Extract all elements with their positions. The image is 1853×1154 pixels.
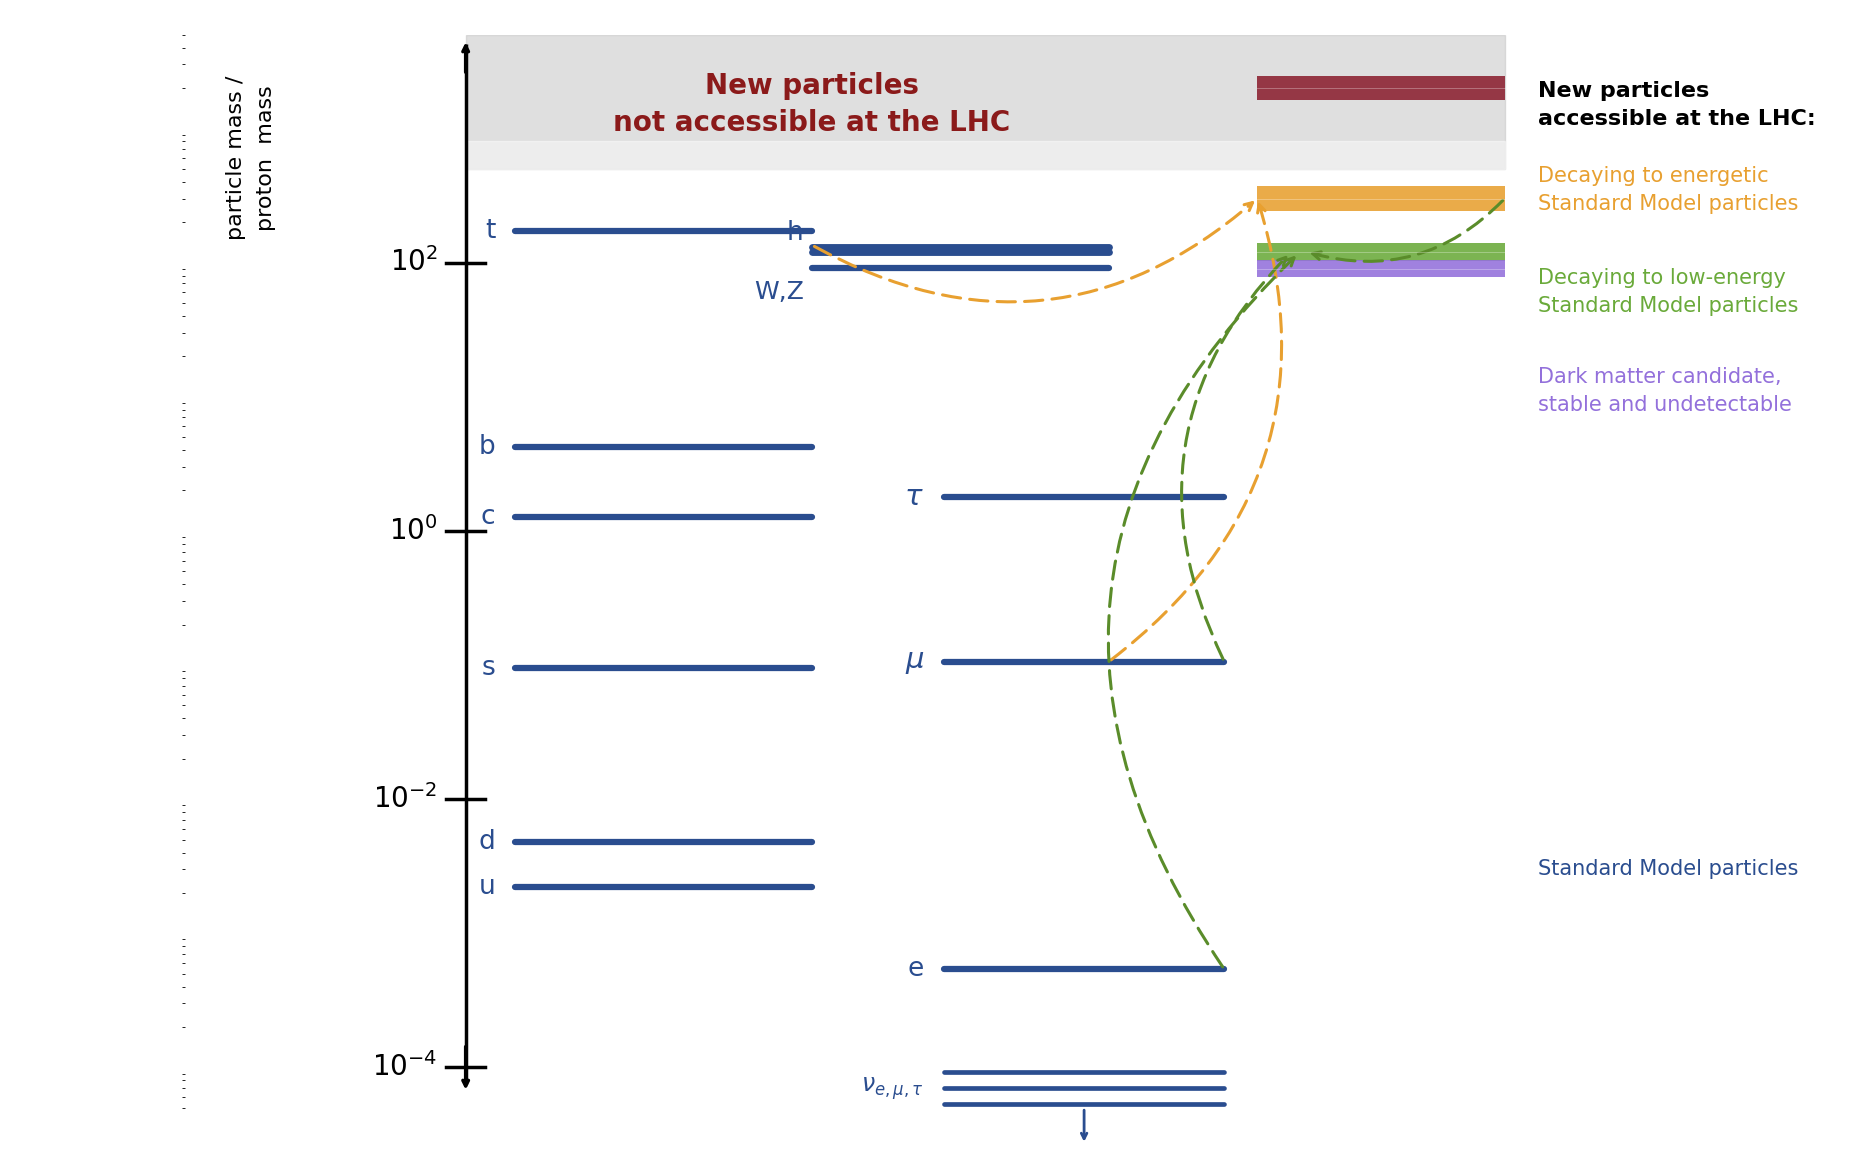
Text: c: c <box>480 504 495 530</box>
Text: Standard Model particles: Standard Model particles <box>1538 860 1797 879</box>
Text: e: e <box>908 957 925 982</box>
Text: $10^{-2}$: $10^{-2}$ <box>374 785 437 814</box>
Text: Decaying to energetic
Standard Model particles: Decaying to energetic Standard Model par… <box>1538 165 1797 213</box>
Text: Decaying to low-energy
Standard Model particles: Decaying to low-energy Standard Model pa… <box>1538 268 1797 316</box>
Bar <box>1258 243 1505 261</box>
Text: $10^{2}$: $10^{2}$ <box>389 248 437 277</box>
Bar <box>465 142 1505 168</box>
Bar <box>465 35 1505 168</box>
Text: New particles
accessible at the LHC:: New particles accessible at the LHC: <box>1538 81 1816 129</box>
Text: u: u <box>478 875 495 900</box>
Text: particle mass /
proton  mass: particle mass / proton mass <box>226 76 276 240</box>
Text: New particles
not accessible at the LHC: New particles not accessible at the LHC <box>613 73 1010 137</box>
Text: h: h <box>788 220 804 246</box>
Bar <box>1258 76 1505 100</box>
Text: b: b <box>478 434 495 460</box>
Text: t: t <box>485 218 495 243</box>
Text: $\mu$: $\mu$ <box>904 647 925 675</box>
Text: $10^{0}$: $10^{0}$ <box>389 516 437 546</box>
Bar <box>1258 260 1505 277</box>
Text: Dark matter candidate,
stable and undetectable: Dark matter candidate, stable and undete… <box>1538 367 1792 415</box>
Text: $10^{-4}$: $10^{-4}$ <box>372 1052 437 1082</box>
Text: $\tau$: $\tau$ <box>904 484 925 511</box>
Text: $\nu_{e,\mu,\tau}$: $\nu_{e,\mu,\tau}$ <box>862 1074 925 1102</box>
Text: s: s <box>482 655 495 681</box>
Text: W,Z: W,Z <box>754 279 804 304</box>
Bar <box>1258 187 1505 211</box>
Text: d: d <box>478 829 495 855</box>
